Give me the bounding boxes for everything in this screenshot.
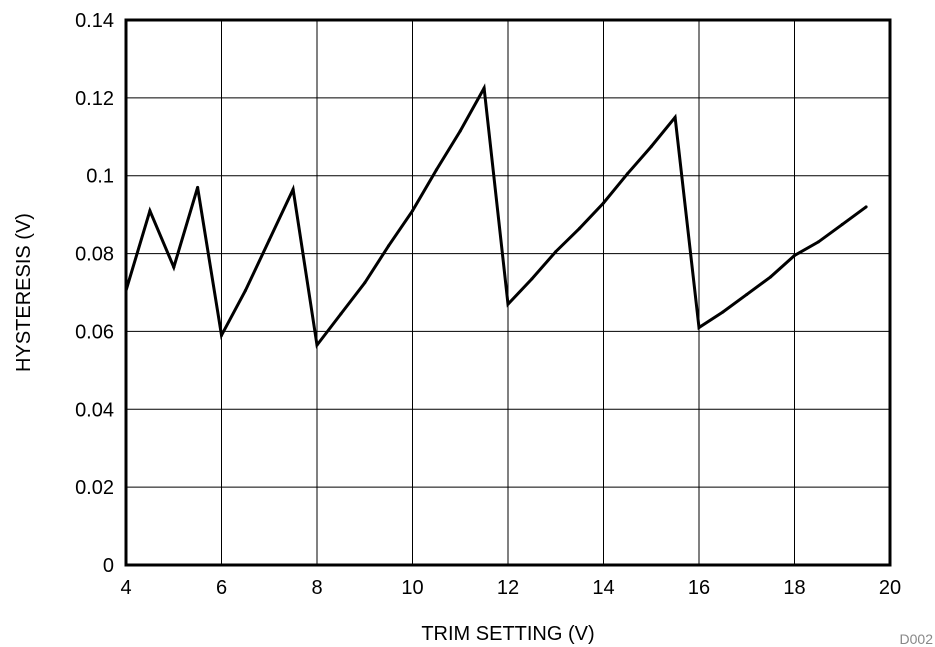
- data-point: [793, 254, 796, 258]
- plot-frame: [124, 18, 892, 567]
- data-point: [506, 302, 510, 306]
- data-point: [482, 86, 486, 90]
- data-point: [196, 185, 200, 189]
- x-axis-title: TRIM SETTING (V): [421, 623, 594, 645]
- data-point: [220, 333, 223, 337]
- y-tick-label: 0.02: [75, 477, 114, 499]
- series-layer: [124, 83, 868, 349]
- data-point: [578, 226, 582, 230]
- y-tick-label: 0.14: [75, 10, 114, 32]
- y-tick-label: 0: [103, 555, 114, 577]
- x-tick-label: 14: [592, 577, 614, 599]
- data-point: [339, 312, 343, 316]
- data-point: [363, 281, 367, 285]
- data-point: [530, 277, 534, 281]
- data-point: [172, 265, 176, 269]
- data-point: [840, 222, 844, 226]
- data-point: [816, 240, 820, 244]
- data-point: [673, 115, 677, 119]
- data-point: [602, 201, 605, 205]
- data-point: [243, 289, 247, 293]
- data-point: [864, 205, 868, 209]
- y-tick-labels: 0 0.02 0.04 0.06 0.08 0.1 0.12 0.14: [75, 10, 114, 577]
- x-tick-label: 4: [120, 577, 131, 599]
- data-point: [148, 209, 152, 213]
- data-point: [649, 145, 653, 149]
- data-point: [411, 209, 414, 213]
- y-tick-label: 0.1: [86, 166, 114, 188]
- x-tick-label: 6: [216, 577, 227, 599]
- data-point: [267, 238, 271, 242]
- data-point: [434, 168, 438, 172]
- series-line: [124, 83, 867, 349]
- x-tick-label: 8: [311, 577, 322, 599]
- x-tick-labels: 4 6 8 10 12 14 16 18 20: [120, 577, 901, 599]
- x-tick-label: 20: [879, 577, 901, 599]
- figure-id: D002: [900, 631, 934, 647]
- x-tick-label: 18: [783, 577, 805, 599]
- y-tick-label: 0.06: [75, 321, 114, 343]
- y-tick-label: 0.12: [75, 88, 114, 110]
- x-tick-label: 16: [688, 577, 710, 599]
- data-point: [721, 310, 725, 314]
- data-point: [697, 326, 701, 330]
- x-tick-label: 10: [401, 577, 423, 599]
- x-tick-label: 12: [497, 577, 519, 599]
- data-point: [625, 172, 629, 176]
- data-point: [554, 250, 558, 254]
- y-axis-title: HYSTERESIS (V): [13, 213, 35, 372]
- y-tick-label: 0.08: [75, 244, 114, 266]
- data-point: [387, 244, 391, 248]
- y-tick-label: 0.04: [75, 399, 114, 421]
- data-point: [458, 129, 462, 133]
- data-point: [745, 292, 749, 296]
- data-point: [769, 275, 773, 279]
- data-point: [291, 187, 295, 191]
- data-point: [315, 343, 319, 347]
